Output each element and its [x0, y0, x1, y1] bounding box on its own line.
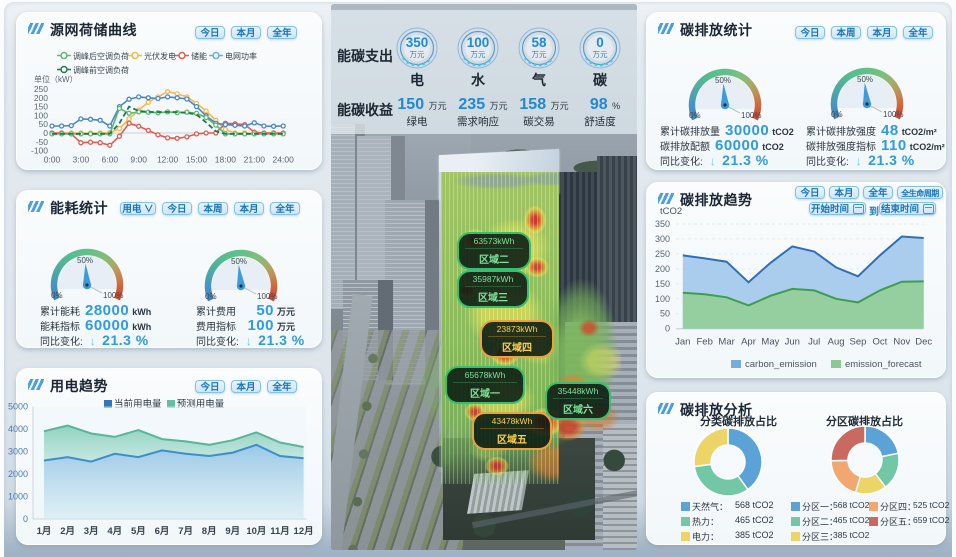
svg-text:3月: 3月 [84, 526, 99, 537]
svg-text:1000: 1000 [8, 492, 28, 502]
svg-text:万元: 万元 [593, 50, 608, 59]
svg-text:21:00: 21:00 [244, 155, 266, 165]
svg-text:May: May [761, 337, 779, 348]
svg-text:18:00: 18:00 [215, 155, 237, 165]
svg-text:emission_forecast: emission_forecast [845, 359, 922, 370]
svg-text:8月: 8月 [202, 526, 217, 537]
svg-text:15:00: 15:00 [186, 155, 208, 165]
svg-text:0: 0 [43, 128, 48, 138]
svg-text:200: 200 [34, 93, 48, 103]
svg-text:7月: 7月 [178, 526, 193, 537]
svg-text:100: 100 [655, 294, 670, 304]
svg-text:carbon_emission: carbon_emission [745, 359, 817, 370]
svg-text:0: 0 [665, 324, 670, 334]
svg-text:50: 50 [39, 119, 49, 129]
svg-text:9:00: 9:00 [130, 155, 147, 165]
svg-text:24:00: 24:00 [273, 155, 295, 165]
svg-text:3:00: 3:00 [73, 155, 90, 165]
svg-text:150: 150 [34, 102, 48, 112]
svg-text:Mar: Mar [718, 337, 734, 348]
svg-text:0:00: 0:00 [44, 155, 61, 165]
svg-text:Jan: Jan [675, 337, 690, 348]
svg-text:万元: 万元 [471, 50, 486, 59]
svg-text:Feb: Feb [697, 337, 713, 348]
svg-text:4000: 4000 [8, 424, 28, 434]
svg-text:250: 250 [34, 84, 48, 94]
svg-text:Nov: Nov [893, 337, 910, 348]
svg-text:350: 350 [406, 35, 429, 50]
svg-text:10月: 10月 [246, 526, 266, 537]
svg-text:4月: 4月 [107, 526, 122, 537]
svg-text:6月: 6月 [155, 526, 170, 537]
svg-text:350: 350 [655, 219, 670, 229]
svg-text:12月: 12月 [294, 526, 314, 537]
svg-text:Sep: Sep [850, 337, 867, 348]
svg-text:万元: 万元 [532, 50, 547, 59]
svg-text:1月: 1月 [37, 526, 52, 537]
svg-text:-100: -100 [31, 146, 48, 156]
svg-text:100: 100 [34, 110, 48, 120]
svg-text:Jul: Jul [808, 337, 820, 348]
svg-text:58: 58 [531, 35, 547, 50]
svg-text:tCO2: tCO2 [660, 206, 682, 217]
svg-text:2000: 2000 [8, 469, 28, 479]
svg-text:11月: 11月 [270, 526, 290, 537]
svg-text:250: 250 [655, 249, 670, 259]
svg-text:-50: -50 [36, 137, 49, 147]
svg-text:5月: 5月 [131, 526, 146, 537]
svg-text:100: 100 [467, 35, 490, 50]
svg-text:Apr: Apr [741, 337, 756, 348]
svg-text:Jun: Jun [785, 337, 800, 348]
svg-text:12:00: 12:00 [157, 155, 179, 165]
svg-text:200: 200 [655, 264, 670, 274]
svg-text:Dec: Dec [915, 337, 932, 348]
svg-text:150: 150 [655, 279, 670, 289]
svg-text:万元: 万元 [410, 50, 425, 59]
svg-text:3000: 3000 [8, 447, 28, 457]
svg-text:50: 50 [660, 309, 670, 319]
svg-text:6:00: 6:00 [102, 155, 119, 165]
svg-text:300: 300 [655, 234, 670, 244]
svg-text:Oct: Oct [873, 337, 888, 348]
svg-text:5000: 5000 [8, 402, 28, 412]
svg-text:0: 0 [23, 514, 28, 524]
svg-text:Aug: Aug [828, 337, 845, 348]
svg-text:9月: 9月 [225, 526, 240, 537]
svg-text:0: 0 [596, 35, 604, 50]
svg-text:2月: 2月 [60, 526, 75, 537]
